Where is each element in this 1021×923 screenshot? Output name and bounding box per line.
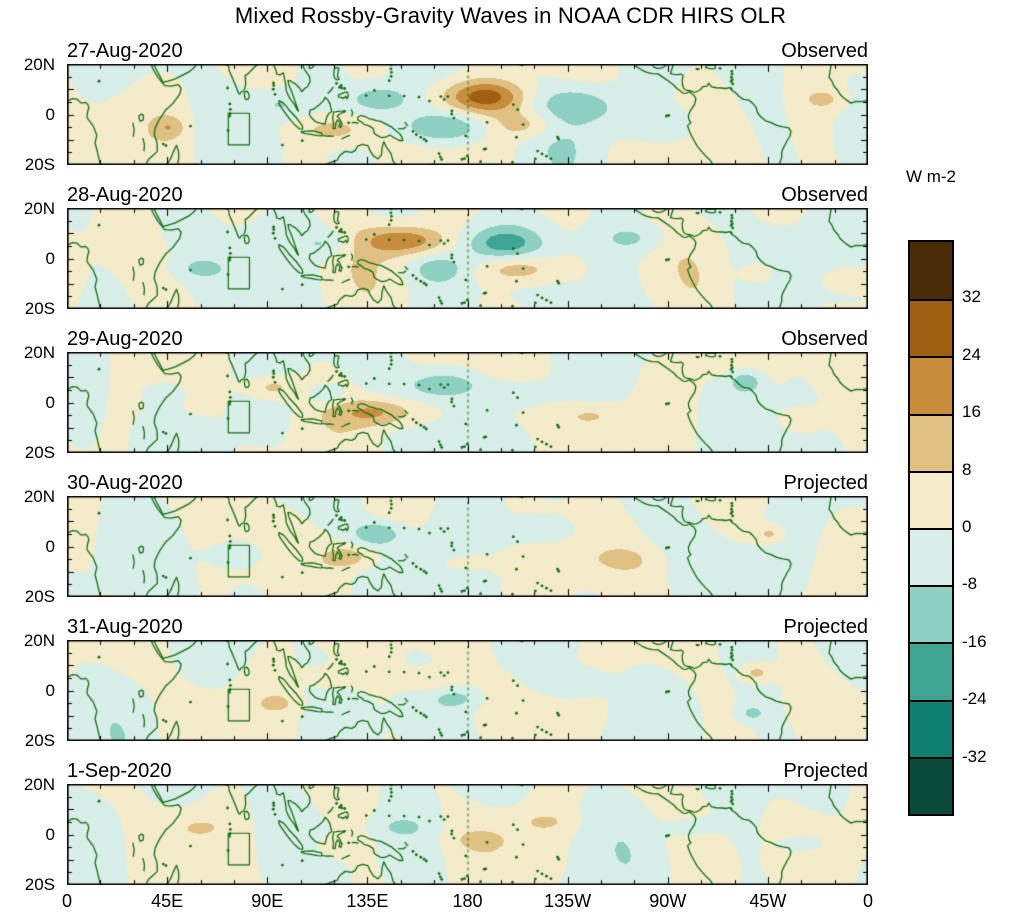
y-axis-labels: 20N 0 20S: [0, 776, 60, 893]
panel-header: 30-Aug-2020 Projected: [67, 470, 868, 496]
y-tick-label-20N: 20N: [23, 199, 55, 218]
y-axis-labels: 20N 0 20S: [0, 200, 60, 317]
map-panel: 30-Aug-2020 Projected 20N 0 20S: [0, 470, 1021, 605]
panel-body: 20N 0 20S: [0, 776, 1021, 893]
map-canvas: [67, 496, 868, 597]
panel-header: 29-Aug-2020 Observed: [67, 326, 868, 352]
colorbar-tick-label: -8: [962, 574, 978, 594]
colorbar-segment: [910, 356, 952, 414]
colorbar-segment: [910, 299, 952, 357]
panel-body: 20N 0 20S: [0, 56, 1021, 173]
colorbar-segment: [910, 699, 952, 757]
y-tick-label-20N: 20N: [23, 487, 55, 506]
colorbar: [908, 240, 954, 816]
panel-date-label: 27-Aug-2020: [67, 40, 183, 62]
y-tick-label-20S: 20S: [24, 731, 55, 750]
y-tick-label-20S: 20S: [24, 587, 55, 606]
colorbar-segment: [910, 756, 952, 814]
y-axis-labels: 20N 0 20S: [0, 56, 60, 173]
panel-date-label: 29-Aug-2020: [67, 328, 183, 350]
colorbar-segment: [910, 642, 952, 700]
colorbar-tick-label: 0: [962, 517, 972, 536]
panel-date-label: 30-Aug-2020: [67, 472, 183, 494]
y-tick-label-0: 0: [45, 105, 55, 124]
y-tick-label-20S: 20S: [24, 155, 55, 174]
x-tick-label: 90E: [251, 891, 284, 911]
map-canvas: [67, 64, 868, 165]
figure-title: Mixed Rossby-Gravity Waves in NOAA CDR H…: [234, 3, 787, 28]
panel-header: 1-Sep-2020 Projected: [67, 758, 868, 784]
panel-body: 20N 0 20S: [0, 488, 1021, 605]
panel-header: 31-Aug-2020 Projected: [67, 614, 868, 640]
colorbar-tick-label: 16: [962, 402, 981, 422]
y-tick-label-20N: 20N: [23, 343, 55, 362]
y-tick-label-20N: 20N: [23, 55, 55, 74]
x-tick-label: 180: [452, 891, 483, 911]
map-panel: 1-Sep-2020 Projected 20N 0 20S: [0, 758, 1021, 893]
map-canvas: [67, 640, 868, 741]
colorbar-tick-label: -24: [962, 689, 987, 709]
map-panel: 27-Aug-2020 Observed 20N 0 20S: [0, 38, 1021, 173]
y-tick-label-20S: 20S: [24, 443, 55, 462]
x-tick-label: 135W: [544, 891, 592, 911]
panel-date-label: 28-Aug-2020: [67, 184, 183, 206]
y-axis-labels: 20N 0 20S: [0, 344, 60, 461]
panel-source-label: Observed: [781, 184, 868, 206]
y-tick-label-20N: 20N: [23, 775, 55, 794]
panel-header: 27-Aug-2020 Observed: [67, 38, 868, 64]
colorbar-segment: [910, 242, 952, 300]
y-tick-label-0: 0: [45, 825, 55, 844]
colorbar-tick-label: -16: [962, 631, 987, 651]
panel-date-label: 1-Sep-2020: [67, 760, 172, 782]
panel-header: 28-Aug-2020 Observed: [67, 182, 868, 208]
colorbar-segment: [910, 413, 952, 471]
map-canvas: [67, 784, 868, 885]
x-tick-label: 90W: [649, 891, 687, 911]
x-tick-label: 135E: [346, 891, 389, 911]
y-tick-label-0: 0: [45, 393, 55, 412]
panel-body: 20N 0 20S: [0, 344, 1021, 461]
y-tick-label-0: 0: [45, 681, 55, 700]
panel-source-label: Observed: [781, 328, 868, 350]
colorbar-tick-label: 8: [962, 459, 972, 479]
colorbar-tick-label: 32: [962, 287, 981, 307]
panel-source-label: Projected: [783, 760, 869, 782]
y-tick-label-0: 0: [45, 249, 55, 268]
map-canvas: [67, 352, 868, 453]
y-tick-label-20S: 20S: [24, 299, 55, 318]
colorbar-tick-label: -32: [962, 746, 987, 766]
map-panel: 28-Aug-2020 Observed 20N 0 20S: [0, 182, 1021, 317]
y-tick-label-20N: 20N: [23, 631, 55, 650]
colorbar-segment: [910, 585, 952, 643]
x-tick-label: 0: [862, 891, 874, 911]
y-tick-label-0: 0: [45, 537, 55, 556]
colorbar-segment: [910, 470, 952, 528]
panel-source-label: Observed: [781, 40, 868, 62]
colorbar-tick-label: 24: [962, 344, 981, 364]
panel-source-label: Projected: [783, 472, 869, 494]
panel-source-label: Projected: [783, 616, 869, 638]
y-axis-labels: 20N 0 20S: [0, 632, 60, 749]
x-tick-label: 45W: [749, 891, 787, 911]
y-axis-labels: 20N 0 20S: [0, 488, 60, 605]
map-panel: 31-Aug-2020 Projected 20N 0 20S: [0, 614, 1021, 749]
colorbar-unit-label: W m-2: [905, 167, 957, 186]
y-tick-label-20S: 20S: [24, 875, 55, 894]
panel-body: 20N 0 20S: [0, 200, 1021, 317]
map-panel: 29-Aug-2020 Observed 20N 0 20S: [0, 326, 1021, 461]
panel-date-label: 31-Aug-2020: [67, 616, 183, 638]
panel-body: 20N 0 20S: [0, 632, 1021, 749]
x-axis-labels: 0 45E 90E 135E 180 135W 90W 45W 0: [0, 891, 1021, 917]
colorbar-segment: [910, 527, 952, 586]
colorbar-tick-labels: 32 24 16 8 0 -8 -16 -24 -32: [962, 240, 1014, 816]
map-canvas: [67, 208, 868, 309]
x-tick-label: 45E: [151, 891, 184, 911]
x-tick-label: 0: [61, 891, 73, 911]
